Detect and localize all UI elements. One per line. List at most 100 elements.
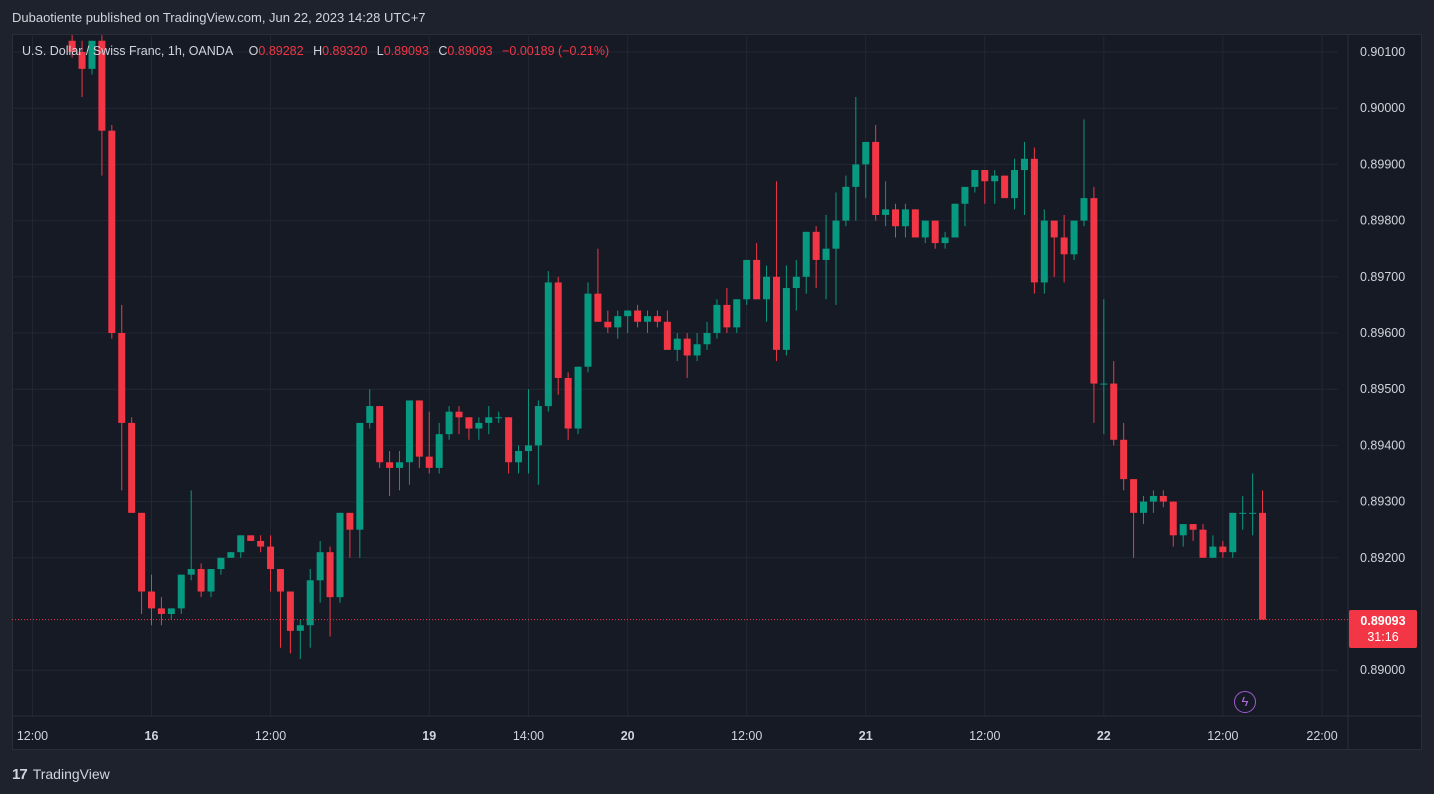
candle-body [386,462,394,468]
candle-body [1080,198,1088,221]
candle-body [1259,512,1267,620]
candle-body [177,574,185,609]
publish-bar: Dubaotiente published on TradingView.com… [0,0,1434,34]
candle-body [792,276,800,289]
candle-body [1030,158,1038,283]
candle-body [594,293,602,322]
candle-body [981,170,989,182]
candle-body [1050,220,1058,238]
candle-body [1090,198,1098,384]
candle-body [1070,220,1078,255]
symbol-title[interactable]: U.S. Dollar / Swiss Franc, 1h, OANDA [22,44,234,58]
candle-body [961,186,969,204]
candle-body [286,591,294,631]
time-tick-label: 12:00 [1207,729,1238,743]
candle-body [435,434,443,468]
candle-body [405,400,413,463]
candle-body [227,552,235,558]
candle-body [822,248,830,260]
candle-body [425,456,433,468]
candle-body [1199,529,1207,558]
last-price-tag: 0.89093 31:16 [1349,610,1417,648]
candle-body [495,417,503,419]
ohlc-legend: U.S. Dollar / Swiss Franc, 1h, OANDA O0.… [22,44,609,58]
candlestick-chart[interactable]: 0.90100 0.90000 0.89900 0.89800 0.89700 0.896… [12,34,1422,750]
price-tick-label: 0.89400 [1360,438,1405,452]
candle-body [1209,546,1217,558]
candle-body [584,293,592,367]
candle-body [1219,546,1227,553]
candle-body [753,259,761,300]
close-label: C [438,44,448,58]
candle-body [1130,479,1138,513]
candle-body [1239,512,1247,514]
candle-body [98,40,106,131]
tradingview-logo-icon[interactable]: 17 [12,765,28,783]
chart-frame [12,34,1422,750]
candle-body [971,170,979,187]
candle-body [366,406,374,423]
candle-body [911,209,919,238]
candle-body [852,164,860,187]
candle-body [515,451,523,463]
candle-body [207,569,215,592]
candle-body [396,462,403,468]
candle-body [217,557,225,570]
candle-body [485,417,493,423]
time-tick-label: 20 [621,729,635,743]
candle-body [1189,524,1197,530]
candle-body [683,338,691,356]
candle-body [455,411,463,418]
candle-body [951,203,959,238]
candle-body [197,569,205,592]
candle-body [148,591,155,609]
candle-body [862,141,870,165]
candle-body [78,52,86,69]
candle-body [296,625,304,631]
candle-body [505,417,513,463]
candle-body [1001,175,1009,199]
candle-body [1140,501,1147,513]
candle-body [108,130,116,333]
candle-body [663,321,671,350]
candle-body [346,512,354,530]
candle-body [653,316,661,322]
change-value: −0.00189 (−0.21%) [502,44,610,58]
publish-text: Dubaotiente published on TradingView.com… [12,10,426,25]
candle-body [376,406,384,463]
candle-body [832,220,840,249]
candle-body [316,552,324,581]
candle-body [733,299,741,328]
tradingview-brand[interactable]: TradingView [32,766,110,782]
bar-countdown: 31:16 [1367,630,1399,644]
candle-body [802,231,810,277]
time-tick-label: 22 [1097,729,1111,743]
price-tick-label: 0.89500 [1360,382,1405,396]
candle-body [1249,512,1257,514]
candle-body [415,400,423,457]
candle-body [554,282,562,378]
candle-body [941,237,949,244]
candle-body [901,209,909,227]
candle-body [267,546,275,570]
candle-body [743,259,751,300]
time-tick-label: 12:00 [17,729,48,743]
candle-body [604,321,612,328]
price-tick-label: 0.89000 [1360,663,1405,677]
time-tick-label: 16 [145,729,159,743]
candle-body [763,276,771,300]
low-value: 0.89093 [383,44,429,58]
candle-body [872,141,880,215]
candle-body [475,422,483,429]
price-tick-label: 0.90000 [1360,101,1405,115]
candle-body [1100,383,1108,385]
price-tick-label: 0.90100 [1360,45,1405,59]
time-tick-label: 12:00 [255,729,286,743]
candle-body [1120,439,1128,480]
lightning-icon[interactable]: ϟ [1234,691,1256,713]
price-tick-label: 0.89700 [1360,270,1405,284]
candle-body [723,304,731,328]
candle-body [1159,495,1167,502]
candle-body [276,569,284,592]
candle-body [68,40,76,52]
